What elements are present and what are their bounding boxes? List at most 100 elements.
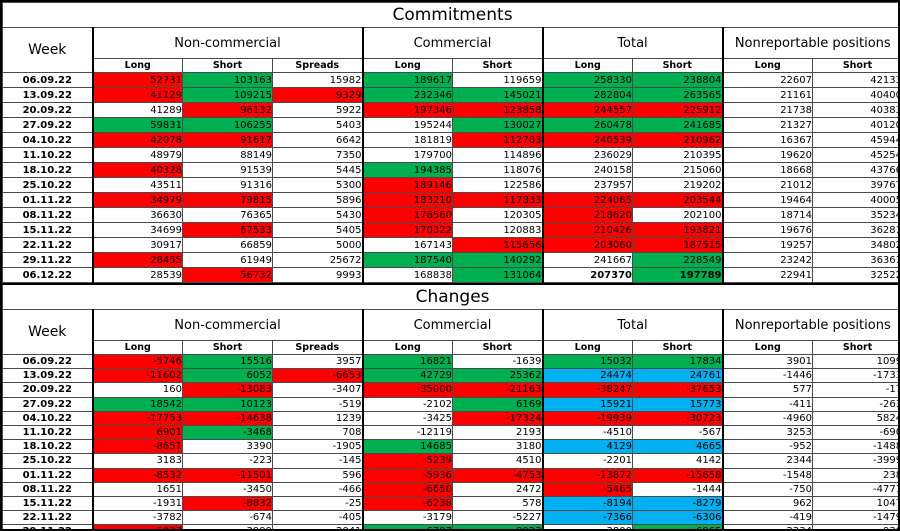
value-cell: 6901 bbox=[91, 424, 183, 441]
table-row: 29.11.22 28455 61949 25672 187540 140292 24166… bbox=[2, 252, 898, 268]
value-cell: 237957 bbox=[541, 177, 633, 193]
value-cell: -30723 bbox=[632, 410, 723, 426]
value-cell: 5824 bbox=[811, 410, 898, 426]
value-cell: 197346 bbox=[361, 102, 453, 118]
value-cell: 120883 bbox=[452, 222, 543, 238]
value-cell: -5037 bbox=[91, 524, 183, 529]
value-cell: 22941 bbox=[721, 267, 813, 283]
column-header: Short bbox=[452, 340, 543, 355]
value-cell: 123858 bbox=[452, 102, 543, 118]
value-cell: -21163 bbox=[452, 382, 543, 398]
table-row: 22.11.22 -3782 -674 -405 -3179 -5227 -7366 -630… bbox=[2, 510, 898, 526]
value-cell: -952 bbox=[721, 439, 813, 455]
group-header: Total bbox=[541, 27, 723, 59]
value-cell: 187540 bbox=[361, 252, 453, 268]
table-row: 08.11.22 1651 -3450 -466 -6650 2472 -5465 -1444… bbox=[2, 481, 898, 497]
value-cell: -8651 bbox=[91, 439, 183, 455]
value-cell: 24474 bbox=[541, 368, 633, 384]
value-cell: 109215 bbox=[182, 87, 273, 103]
value-cell: 228549 bbox=[632, 252, 723, 268]
week-cell: 20.09.22 bbox=[2, 102, 93, 118]
value-cell: 28455 bbox=[91, 252, 183, 268]
value-cell: 118076 bbox=[452, 162, 543, 178]
value-cell: 18542 bbox=[91, 396, 183, 412]
value-cell: 207370 bbox=[541, 267, 633, 283]
value-cell: 6797 bbox=[361, 524, 453, 529]
value-cell: 10123 bbox=[182, 396, 273, 412]
value-cell: 42729 bbox=[361, 368, 453, 384]
value-cell: 167143 bbox=[361, 237, 453, 253]
value-cell: 28539 bbox=[91, 267, 183, 283]
value-cell: 577 bbox=[721, 382, 813, 398]
column-header: Short bbox=[452, 58, 543, 73]
value-cell: -25 bbox=[272, 495, 363, 512]
table-row: 20.09.22 160 -13083 -3407 -35000 -21163 -38247… bbox=[2, 382, 898, 398]
column-header: Short bbox=[811, 58, 898, 73]
value-cell: 32522 bbox=[811, 267, 898, 283]
value-cell: 145021 bbox=[452, 87, 543, 103]
value-cell: 5922 bbox=[272, 102, 363, 118]
value-cell: -567 bbox=[632, 424, 723, 441]
value-cell: -5465 bbox=[541, 481, 633, 497]
value-cell: 4665 bbox=[632, 439, 723, 455]
table-title: Changes bbox=[2, 283, 898, 310]
value-cell: -6650 bbox=[361, 481, 453, 497]
value-cell: 183210 bbox=[361, 192, 453, 208]
value-cell: 34979 bbox=[91, 192, 183, 208]
week-column-header: Week bbox=[2, 309, 93, 355]
value-cell: 42078 bbox=[91, 132, 183, 148]
value-cell: 2193 bbox=[452, 424, 543, 441]
column-header: Long bbox=[541, 340, 633, 355]
value-cell: -5227 bbox=[452, 510, 543, 526]
value-cell: -1733 bbox=[811, 368, 898, 384]
week-cell: 01.11.22 bbox=[2, 192, 93, 208]
value-cell: 5000 bbox=[272, 237, 363, 253]
table-row: 06.09.22 52731 103163 15982 189617 119659 2583… bbox=[2, 72, 898, 88]
value-cell: -145 bbox=[272, 453, 363, 469]
value-cell: 79815 bbox=[182, 192, 273, 208]
value-cell: -8279 bbox=[632, 495, 723, 512]
table-row: 13.09.22 41129 109215 9329 232346 145021 28280… bbox=[2, 87, 898, 103]
value-cell: 194385 bbox=[361, 162, 453, 178]
column-header: Short bbox=[182, 58, 273, 73]
column-header: Long bbox=[361, 340, 453, 355]
value-cell: 14685 bbox=[361, 439, 453, 455]
value-cell: 41129 bbox=[91, 87, 183, 103]
value-cell: -13083 bbox=[182, 382, 273, 398]
column-header: Long bbox=[721, 58, 813, 73]
week-cell: 04.10.22 bbox=[2, 410, 93, 426]
group-header-row: Week Non-commercial Commercial Total Nonrepo… bbox=[2, 27, 898, 73]
value-cell: 52731 bbox=[91, 72, 183, 88]
table-row: 01.11.22 -8532 -11501 596 -5936 -4753 -13872 -1… bbox=[2, 467, 898, 483]
value-cell: 43766 bbox=[811, 162, 898, 178]
value-cell: -2102 bbox=[361, 396, 453, 412]
value-cell: 210426 bbox=[541, 222, 633, 238]
value-cell: 117833 bbox=[452, 192, 543, 208]
value-cell: -15658 bbox=[632, 467, 723, 483]
week-cell: 18.10.22 bbox=[2, 162, 93, 178]
group-header: Non-commercial bbox=[91, 27, 363, 59]
column-header: Spreads bbox=[272, 58, 363, 73]
value-cell: 578 bbox=[452, 495, 543, 512]
value-cell: 7350 bbox=[272, 147, 363, 163]
value-cell: -17324 bbox=[452, 410, 543, 426]
value-cell: -13872 bbox=[541, 467, 633, 483]
table-row: 25.10.22 43511 91316 5300 189146 122586 237957… bbox=[2, 177, 898, 193]
value-cell: 170322 bbox=[361, 222, 453, 238]
week-cell: 18.10.22 bbox=[2, 439, 93, 455]
value-cell: 202100 bbox=[632, 207, 723, 223]
value-cell: 112703 bbox=[452, 132, 543, 148]
week-cell: 27.09.22 bbox=[2, 117, 93, 133]
value-cell: 5300 bbox=[272, 177, 363, 193]
value-cell: 260478 bbox=[541, 117, 633, 133]
value-cell: -37653 bbox=[632, 382, 723, 398]
column-header: Long bbox=[541, 58, 633, 73]
value-cell: 1651 bbox=[91, 481, 183, 497]
value-cell: 16367 bbox=[721, 132, 813, 148]
value-cell: 263565 bbox=[632, 87, 723, 103]
value-cell: -1479 bbox=[811, 510, 898, 526]
table-row: 04.10.22 -17753 -14638 1239 -3425 -17324 -1993… bbox=[2, 410, 898, 426]
value-cell: 241667 bbox=[541, 252, 633, 268]
value-cell: 21161 bbox=[721, 87, 813, 103]
